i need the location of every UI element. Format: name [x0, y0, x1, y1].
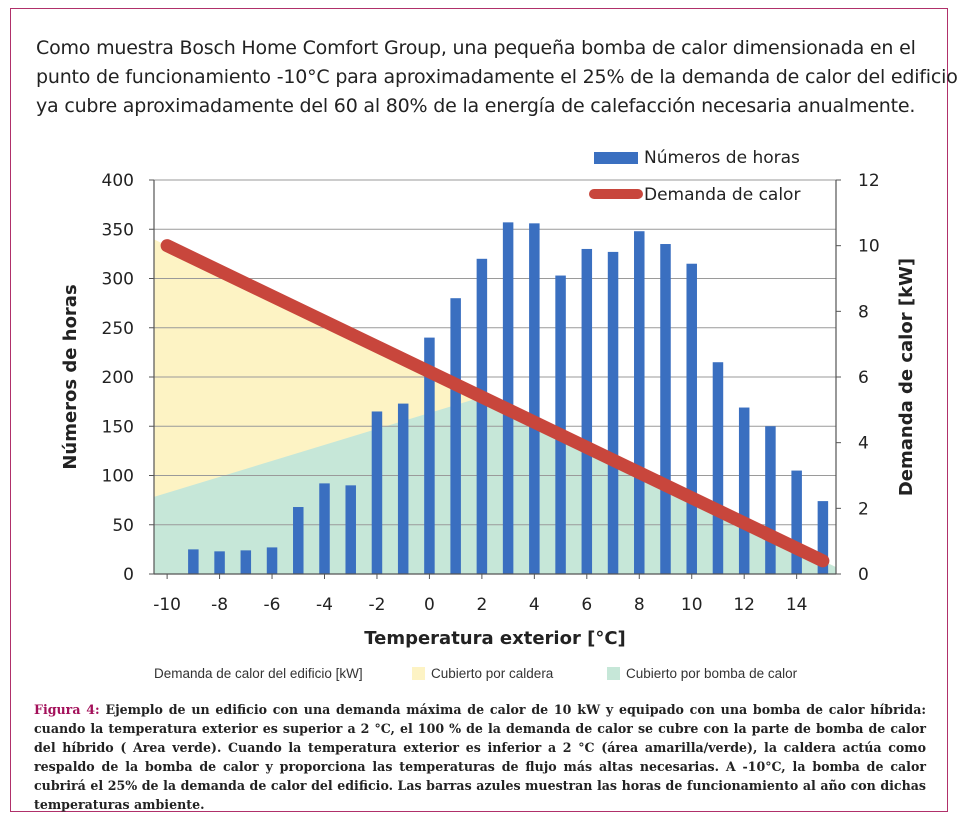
legend-bars-swatch: [594, 152, 638, 164]
bar: [581, 248, 593, 574]
y-tick-label: 400: [102, 171, 134, 191]
bar: [686, 263, 697, 574]
bar: [738, 407, 750, 574]
x-tick-label: 8: [634, 595, 645, 615]
y-tick-label: 200: [102, 368, 134, 388]
bar: [266, 547, 278, 574]
x-tick-label: -2: [368, 595, 385, 615]
legend-caldera-swatch: [412, 667, 425, 680]
bottom-legend: Demanda de calor del edificio [kW] Cubie…: [0, 664, 960, 686]
bar: [345, 485, 356, 574]
y2-tick-label: 0: [858, 565, 869, 585]
intro-line-1: Como muestra Bosch Home Comfort Group, u…: [36, 37, 916, 59]
x-axis-title: Temperatura exterior [°C]: [364, 628, 626, 649]
x-tick-label: 12: [733, 595, 755, 615]
legend-line-label: Demanda de calor: [644, 185, 800, 205]
y2-tick-label: 2: [858, 499, 869, 519]
bar: [765, 426, 776, 574]
x-tick-label: 14: [786, 595, 808, 615]
legend-bomba-label: Cubierto por bomba de calor: [626, 666, 798, 681]
bar: [188, 549, 199, 574]
y-tick-label: 300: [102, 270, 134, 290]
x-tick-label: -6: [264, 595, 281, 615]
y2-tick-label: 8: [858, 302, 869, 322]
x-tick-label: -4: [316, 595, 333, 615]
legend-demand-label: Demanda de calor del edificio [kW]: [154, 666, 363, 681]
figure-caption: Figura 4: Ejemplo de un edificio con una…: [34, 700, 926, 814]
bar: [712, 362, 724, 574]
legend-bomba-swatch: [607, 667, 620, 680]
bar: [529, 223, 540, 574]
y2-tick-label: 12: [858, 171, 880, 191]
heat-demand-chart: -10 -8 -6 -4 -2 0 2 4 6 8 10 12 14050100150200250300…: [60, 148, 917, 649]
x-tick-label: 4: [529, 595, 540, 615]
bar: [450, 298, 461, 574]
legend-caldera-label: Cubierto por caldera: [431, 666, 554, 681]
caption-text: Ejemplo de un edificio con una demanda m…: [34, 702, 927, 812]
intro-line-2: punto de funcionamiento -10°C para aprox…: [36, 66, 958, 88]
y-tick-label: 250: [102, 319, 134, 339]
x-tick-label: -8: [211, 595, 228, 615]
bar: [371, 411, 383, 574]
y2-tick-label: 10: [858, 237, 880, 257]
bar: [424, 337, 435, 574]
y-tick-label: 100: [102, 467, 134, 487]
bar: [214, 551, 225, 574]
y-tick-label: 50: [112, 516, 134, 536]
bar: [634, 231, 645, 574]
bar: [397, 403, 409, 574]
y-axis-title: Números de horas: [60, 284, 81, 469]
bar: [660, 244, 671, 574]
x-tick-label: 2: [476, 595, 487, 615]
bar: [555, 275, 566, 574]
bar: [319, 483, 330, 574]
intro-line-3: ya cubre aproximadamente del 60 al 80% d…: [36, 95, 916, 117]
y2-axis-title: Demanda de calor [kW]: [896, 258, 917, 496]
y2-tick-label: 4: [858, 434, 869, 454]
x-tick-label: 0: [424, 595, 435, 615]
bar: [817, 501, 829, 574]
intro-text: Como muestra Bosch Home Comfort Group, u…: [36, 34, 958, 121]
bar: [476, 258, 488, 574]
legend-bars-label: Números de horas: [644, 148, 800, 168]
x-tick-label: 6: [581, 595, 592, 615]
caption-label: Figura 4:: [34, 702, 100, 717]
y-tick-label: 150: [102, 417, 134, 437]
y-tick-label: 350: [102, 220, 134, 240]
demand-line: [160, 239, 830, 568]
bar: [293, 507, 304, 574]
bar: [607, 251, 619, 574]
y2-tick-label: 6: [858, 368, 869, 388]
bar: [791, 470, 802, 574]
x-tick-label: 10: [681, 595, 703, 615]
y-tick-label: 0: [123, 565, 134, 585]
bar: [240, 550, 252, 574]
bar: [502, 222, 514, 575]
figure-frame: [10, 8, 948, 812]
x-tick-label: -10: [153, 595, 181, 615]
